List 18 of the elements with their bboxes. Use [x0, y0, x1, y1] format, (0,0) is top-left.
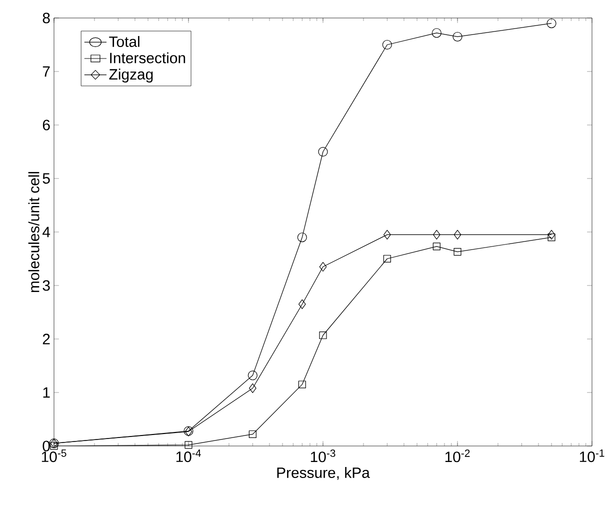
y-tick-label: 4: [42, 226, 50, 238]
x-axis-title: Pressure, kPa: [277, 467, 370, 480]
x-tick-label: 10$^{-1}$: [580, 450, 604, 462]
legend-label: Intersection: [110, 52, 186, 64]
y-tick-label: 3: [42, 280, 50, 291]
x-tick-label: 10$^{-2}$: [445, 450, 470, 462]
x-tick-label: 10$^{-4}$: [176, 450, 201, 462]
y-tick-label: 6: [42, 120, 50, 130]
legend-label: Total: [109, 36, 140, 47]
y-tick-label: 7: [42, 66, 50, 77]
y-tick-label: 5: [42, 173, 50, 184]
y-tick-label: 1: [43, 387, 50, 398]
legend-label: Zigzag: [109, 68, 153, 83]
y-tick-label: 8: [42, 12, 50, 24]
x-tick-label: 10$^{-3}$: [310, 450, 336, 462]
y-tick-label: 0: [42, 440, 50, 452]
y-tick-label: 2: [42, 334, 50, 344]
y-axis-title: molecules/unit cell: [28, 172, 40, 292]
